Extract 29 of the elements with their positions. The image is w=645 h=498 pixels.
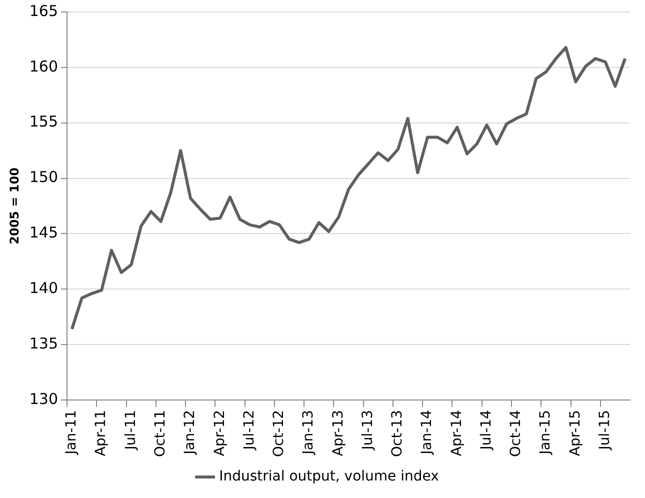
- x-tick-label: Apr-12: [212, 410, 228, 456]
- y-tick-label: 155: [29, 112, 58, 131]
- x-tick-label: Oct-13: [390, 410, 406, 458]
- x-tick-label: Jul-12: [241, 410, 258, 451]
- x-tick-label: Jan-14: [419, 410, 436, 456]
- x-tick-label: Oct-12: [271, 410, 288, 458]
- x-tick-label: Jan-15: [538, 410, 554, 456]
- y-tick-label: 165: [29, 2, 58, 20]
- x-tick-label: Apr-15: [567, 410, 584, 456]
- y-tick-label: 160: [29, 57, 58, 76]
- x-tick-label: Oct-14: [508, 410, 524, 458]
- x-tick-label: Apr-11: [93, 410, 110, 456]
- legend-label: Industrial output, volume index: [219, 468, 439, 485]
- x-tick-label: Jan-12: [182, 410, 198, 456]
- y-tick-label: 130: [29, 390, 58, 408]
- x-tick-label: Jul-14: [478, 410, 494, 451]
- x-tick-label: Jan-13: [300, 410, 317, 456]
- x-tick-label: Jul-11: [122, 410, 139, 451]
- x-tick-label: Oct-11: [152, 410, 169, 458]
- y-tick-label: 140: [29, 278, 58, 297]
- x-tick-label: Jul-13: [360, 410, 376, 451]
- x-tick-label: Jul-15: [596, 410, 613, 451]
- x-tick-label: Apr-13: [330, 410, 346, 456]
- x-tick-label: Jan-11: [64, 410, 80, 456]
- x-tick-label: Apr-14: [448, 410, 465, 456]
- y-axis-title: 2005 = 100: [7, 168, 22, 244]
- y-tick-label: 135: [29, 334, 58, 352]
- y-tick-label: 150: [29, 168, 58, 186]
- y-tick-label: 145: [29, 224, 58, 242]
